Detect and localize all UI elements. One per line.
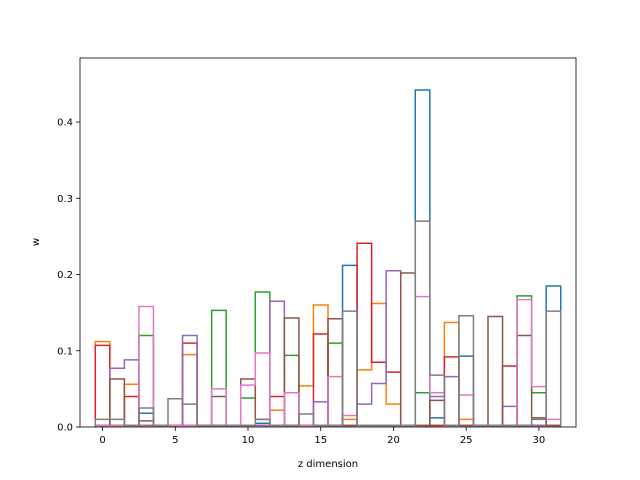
x-tick-label: 0 — [99, 435, 105, 446]
y-tick-label: 0.1 — [57, 346, 73, 357]
y-axis-ticks: 0.0 0.1 0.2 0.3 0.4 — [57, 118, 80, 434]
series-line-7 — [94, 220, 562, 427]
y-tick-label: 0.0 — [57, 423, 73, 434]
x-tick-label: 5 — [172, 435, 178, 446]
x-tick-label: 15 — [314, 435, 327, 446]
plot-area-frame — [79, 57, 577, 428]
y-tick-label: 0.2 — [57, 270, 73, 281]
y-tick-label: 0.3 — [57, 194, 73, 205]
series-layer — [94, 89, 562, 427]
x-tick-label: 10 — [242, 435, 255, 446]
x-axis-label: z dimension — [298, 459, 358, 470]
y-axis-label: w — [31, 238, 42, 246]
y-tick-label: 0.4 — [57, 118, 73, 129]
x-tick-label: 30 — [533, 435, 546, 446]
x-tick-label: 25 — [460, 435, 473, 446]
x-tick-label: 20 — [387, 435, 400, 446]
x-axis-ticks: 0 5 10 15 20 25 30 — [99, 427, 545, 446]
